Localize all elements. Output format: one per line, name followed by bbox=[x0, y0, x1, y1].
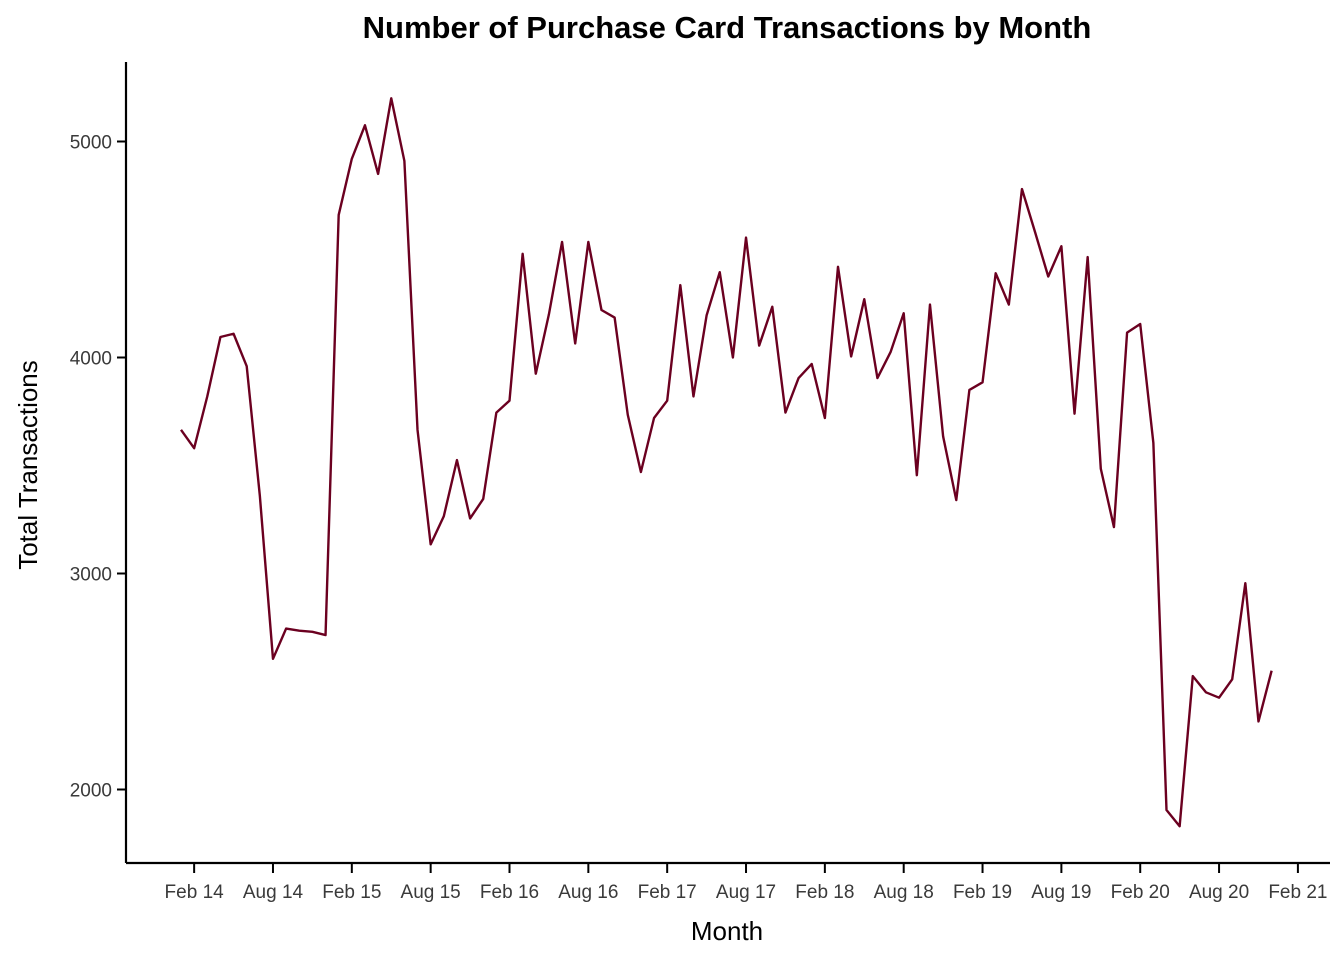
x-tick-label: Feb 21 bbox=[1268, 882, 1327, 903]
x-tick-label: Aug 15 bbox=[401, 882, 461, 903]
series-line bbox=[180, 97, 1273, 828]
x-tick-label: Aug 20 bbox=[1189, 882, 1249, 903]
y-tick-label: 4000 bbox=[70, 349, 112, 370]
y-tick-label: 2000 bbox=[70, 781, 112, 802]
y-axis-label: Total Transactions bbox=[13, 360, 43, 570]
x-tick-label: Feb 18 bbox=[795, 882, 854, 903]
y-axis-ticks: 2000 3000 4000 5000 bbox=[70, 133, 126, 802]
x-tick-label: Aug 18 bbox=[874, 882, 934, 903]
y-tick-label: 5000 bbox=[70, 133, 112, 154]
x-tick-label: Feb 16 bbox=[480, 882, 539, 903]
x-tick-label: Aug 19 bbox=[1031, 882, 1091, 903]
x-tick-label: Feb 14 bbox=[165, 882, 225, 903]
x-tick-label: Feb 19 bbox=[953, 882, 1012, 903]
x-axis-label: Month bbox=[691, 916, 763, 946]
x-tick-label: Feb 17 bbox=[638, 882, 697, 903]
x-axis-ticks: Feb 14 Aug 14 Feb 15 Aug 15 Feb 16 Aug 16 Feb … bbox=[165, 863, 1327, 903]
chart-title: Number of Purchase Card Transactions by … bbox=[363, 10, 1092, 45]
x-tick-label: Aug 16 bbox=[558, 882, 618, 903]
x-tick-label: Feb 20 bbox=[1111, 882, 1170, 903]
y-tick-label: 3000 bbox=[70, 565, 112, 586]
x-tick-label: Feb 15 bbox=[322, 882, 381, 903]
x-tick-label: Aug 14 bbox=[243, 882, 304, 903]
x-tick-label: Aug 17 bbox=[716, 882, 776, 903]
